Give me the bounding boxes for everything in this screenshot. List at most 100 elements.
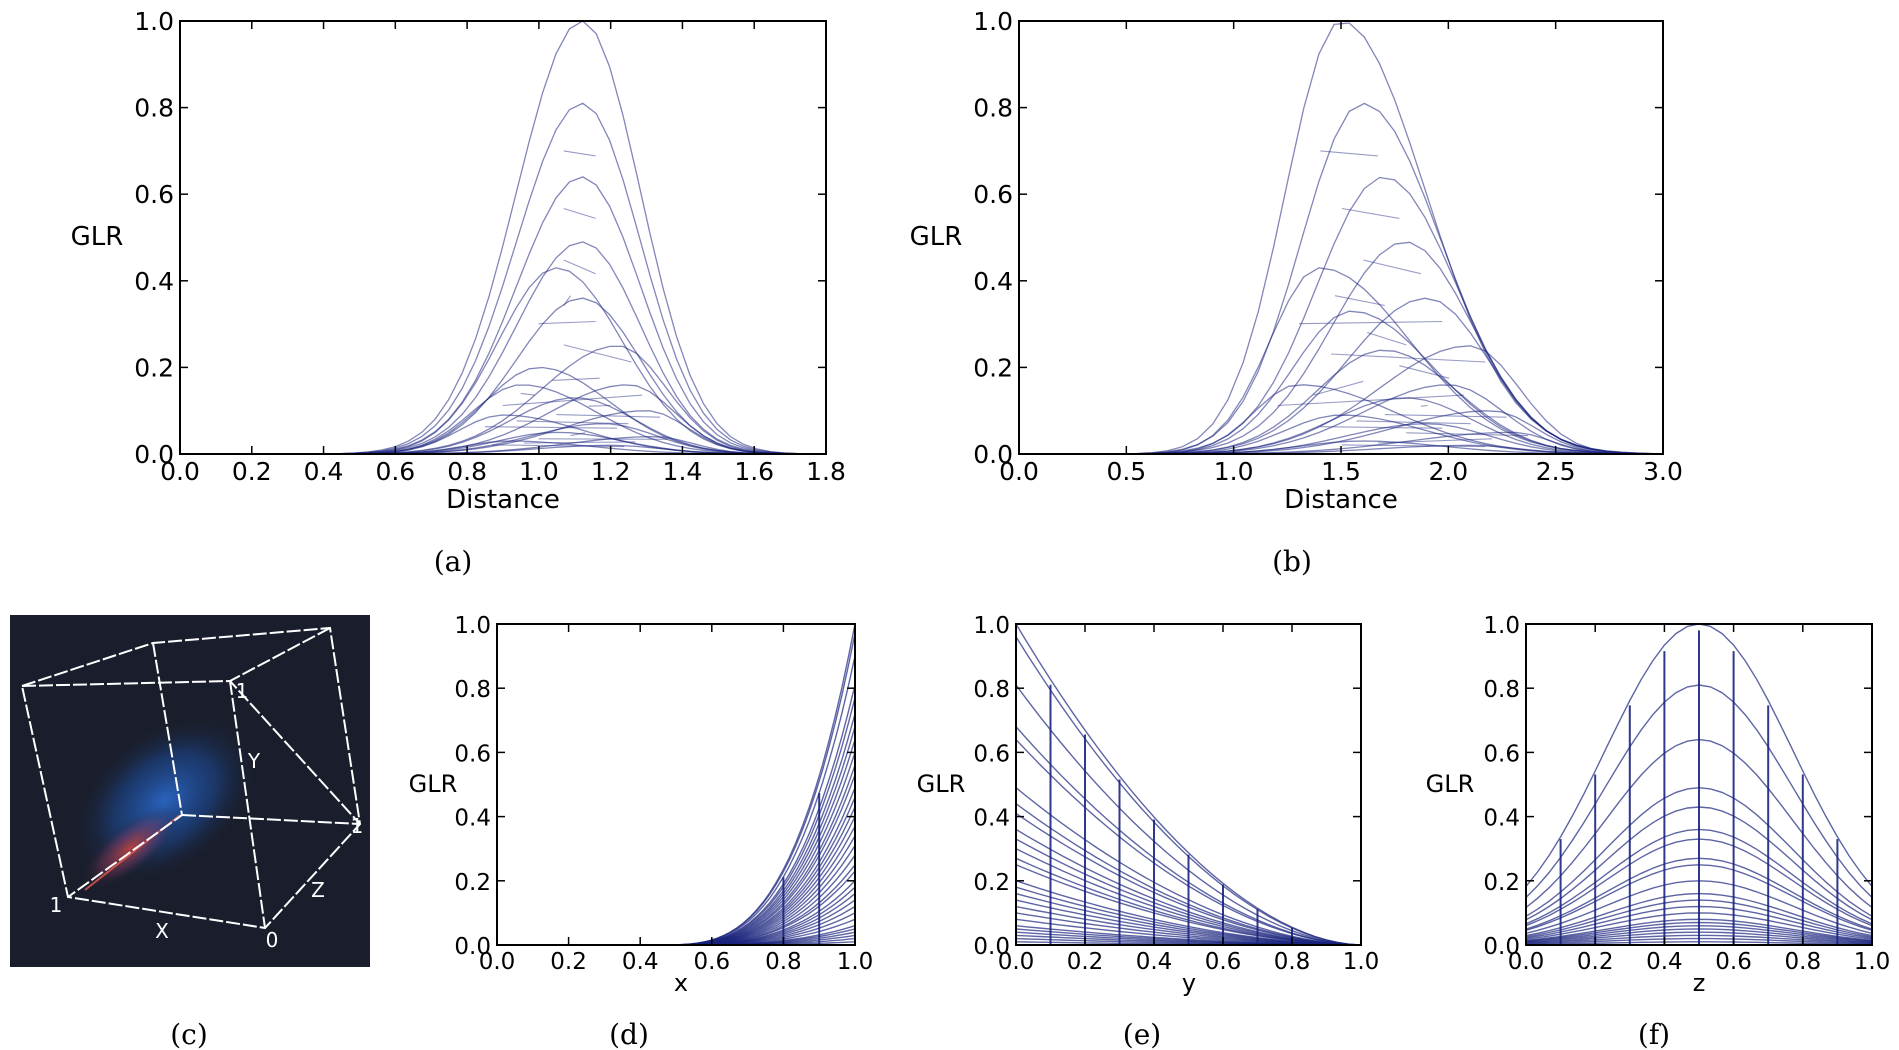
series-line [1334,295,1385,307]
chart-f-frame [1525,623,1873,946]
chart-e-ticks: 0.0 0.2 0.4 0.6 0.8 1.0 0.0 0.2 0.4 0.6 0.8 1.0 [973,613,1379,975]
y-tick-label: 0.6 [1483,741,1520,767]
x-tick-label: 0.0 [1508,949,1545,975]
x-tick-label: 0.0 [160,457,200,486]
y-tick-label: 0.2 [1483,870,1520,896]
caption-a: (a) [434,545,473,578]
x-tick-label: 0.4 [304,457,344,486]
cube-edges [21,626,362,930]
y-tick-label: 0.2 [973,870,1010,896]
series-line [1137,22,1653,455]
series-line [1420,404,1428,407]
x-tick-label: 0.0 [479,949,516,975]
y-tick-label: 0.6 [454,741,491,767]
series-line [1313,380,1364,396]
caption-e: (e) [1123,1018,1161,1050]
y-tick-label: 0.4 [454,806,491,832]
x-tick-label: 1.0 [837,949,874,975]
series-line [502,394,643,407]
caption-f: (f) [1638,1018,1670,1050]
x-tick-label: 0.6 [1205,949,1242,975]
chart-b-ticks: 0.0 0.5 1.0 1.5 2.0 2.5 3.0 0.0 0.2 0.4 0.6 0.8 1.0 [973,7,1683,486]
y-tick-label: 0.8 [1483,677,1520,703]
series-line [1367,331,1407,346]
chart-d-ticks: 0.0 0.2 0.4 0.6 0.8 1.0 0.0 0.2 0.4 0.6 0.8 1.0 [454,613,873,975]
y-tick-label: 0.2 [454,870,491,896]
series-line [552,377,600,381]
series-line [1341,444,1486,448]
caption-c: (c) [170,1018,208,1050]
chart-b-ylabel: GLR [910,222,963,252]
chart-e-lines [1015,623,1362,946]
series-line [491,444,625,448]
x-tick-label: 1.0 [1854,949,1891,975]
x-tick-label: 0.2 [550,949,587,975]
series-line [484,426,618,429]
chart-f-ylabel: GLR [1426,770,1475,798]
chart-e-ylabel: GLR [917,770,966,798]
series-line [1298,320,1443,325]
x-tick-label: 1.0 [519,457,559,486]
y-tick-label: 1.0 [454,613,491,639]
series-line [1320,426,1443,429]
series-line [1384,414,1507,418]
series-line [563,259,596,275]
y-tick-label: 0.4 [973,806,1010,832]
series-line [341,241,798,455]
series-line [1399,365,1450,379]
series-line [1363,259,1422,275]
x-tick-label: 0.4 [622,949,659,975]
y-tick-label: 0.0 [134,440,174,469]
chart-a-frame [179,20,827,455]
y-tick-label: 0.8 [973,94,1013,123]
y-tick-label: 0.8 [454,677,491,703]
y-tick-label: 0.0 [454,934,491,960]
chart-f: 0.0 0.2 0.4 0.6 0.8 1.0 0.0 0.2 0.4 0.6 0.8 1.0 z G… [1426,613,1891,997]
cube-x-one-label: 1 [50,893,63,917]
series-line [563,344,632,363]
x-tick-label: 0.8 [447,457,487,486]
x-tick-label: 0.0 [998,949,1035,975]
x-tick-label: 0.2 [1577,949,1614,975]
x-tick-label: 0.5 [1106,457,1146,486]
y-tick-label: 0.6 [973,741,1010,767]
x-tick-label: 1.8 [806,457,846,486]
y-tick-label: 1.0 [973,7,1013,36]
series-line [523,441,636,444]
chart-d-lines [658,623,856,946]
y-tick-label: 0.4 [973,267,1013,296]
x-tick-label: 1.4 [663,457,703,486]
series-line [563,207,596,219]
series-line [1137,349,1653,455]
chart-a-lines [341,20,798,455]
cube-z-one-label: 1 [351,814,364,838]
x-tick-label: 3.0 [1643,457,1683,486]
chart-b-frame [1018,20,1664,455]
series-line [1137,397,1653,455]
y-tick-label: 1.0 [973,613,1010,639]
x-tick-label: 0.6 [375,457,415,486]
x-tick-label: 2.0 [1428,457,1468,486]
x-tick-label: 0.4 [1646,949,1683,975]
x-tick-label: 1.6 [734,457,774,486]
y-tick-label: 0.0 [973,440,1013,469]
chart-e-xlabel: y [1182,969,1196,997]
y-tick-label: 0.2 [973,353,1013,382]
chart-d-frame [496,623,856,946]
series-line [538,320,596,325]
x-tick-label: 0.8 [765,949,802,975]
series-line [1277,394,1464,407]
series-line [1341,207,1400,219]
chart-b-lines [1137,22,1653,455]
chart-d-ylabel: GLR [409,770,458,798]
series-line [588,404,611,407]
x-tick-label: 0.8 [1785,949,1822,975]
chart-e: 0.0 0.2 0.4 0.6 0.8 1.0 0.0 0.2 0.4 0.6 0.8 1.0 y G… [917,613,1380,997]
series-line [538,438,668,440]
y-tick-label: 0.4 [134,267,174,296]
chart-a-ticks: 0.0 0.2 0.4 0.6 0.8 1.0 1.2 1.4 1.6 1.8 0.0 0.2 0.4 0… [134,7,846,486]
x-tick-label: 0.0 [999,457,1039,486]
cube-z-axis-label: Z [311,878,325,902]
cube-panel: 1 X 1 Y 1 Z 0 [10,615,370,967]
y-tick-label: 0.4 [1483,806,1520,832]
